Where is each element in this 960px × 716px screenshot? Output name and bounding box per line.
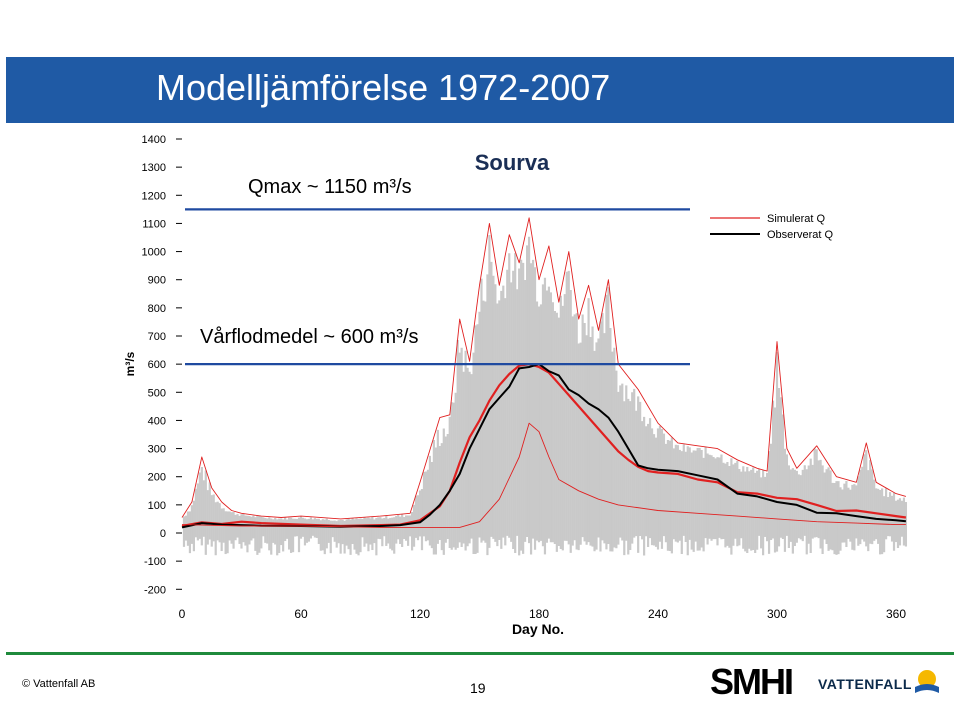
smhi-logo: SMHI	[710, 661, 794, 702]
legend: Simulerat Q Observerat Q	[710, 213, 833, 241]
y-tick-label: 800	[148, 303, 166, 315]
title-bar: Modelljämförelse 1972-2007	[6, 57, 954, 123]
y-tick-label: -200	[144, 584, 166, 596]
x-axis-label: Day No.	[512, 621, 564, 637]
y-axis-label: m³/s	[123, 351, 137, 376]
x-tick-label: 60	[294, 607, 308, 621]
vattenfall-sun-icon	[915, 670, 939, 693]
vattenfall-logo: VATTENFALL	[818, 676, 912, 692]
x-tick-label: 360	[886, 607, 906, 621]
page-number: 19	[470, 680, 486, 696]
reference-line-label: Vårflodmedel ~ 600 m³/s	[200, 326, 418, 348]
y-tick-label: 100	[148, 500, 166, 512]
x-tick-label: 240	[648, 607, 668, 621]
series-lines	[181, 217, 907, 529]
y-tick-label: 600	[148, 359, 166, 371]
legend-label-observed: Observerat Q	[767, 229, 833, 241]
y-tick-label: 500	[148, 387, 166, 399]
y-tick-label: 1200	[142, 190, 166, 202]
y-tick-label: -100	[144, 556, 166, 568]
slide-title: Modelljämförelse 1972-2007	[156, 67, 611, 108]
x-tick-label: 0	[179, 607, 186, 621]
y-tick-label: 200	[148, 472, 166, 484]
y-tick-label: 1100	[142, 218, 166, 230]
reference-lines: Qmax ~ 1150 m³/s Vårflodmedel ~ 600 m³/s	[185, 176, 690, 366]
y-tick-label: 300	[148, 444, 166, 456]
y-tick-label: 700	[148, 331, 166, 343]
reference-line-label: Qmax ~ 1150 m³/s	[248, 176, 412, 198]
chart-title: Sourva	[475, 150, 550, 175]
x-tick-label: 180	[529, 607, 549, 621]
y-tick-label: 900	[148, 275, 166, 287]
footer-divider	[6, 652, 954, 655]
y-tick-label: 1000	[142, 247, 166, 259]
y-tick-label: 0	[160, 528, 166, 540]
x-tick-label: 300	[767, 607, 787, 621]
series-upper-simulated	[181, 217, 907, 520]
observed-range-band	[182, 234, 908, 556]
x-tick-label: 120	[410, 607, 430, 621]
legend-label-simulated: Simulerat Q	[767, 213, 826, 225]
series-lower-simulated	[181, 422, 906, 528]
axes	[176, 138, 182, 590]
tick-labels: -200-10001002003004005006007008009001000…	[142, 134, 907, 621]
y-tick-label: 1400	[142, 134, 166, 146]
y-tick-label: 400	[148, 415, 166, 427]
y-tick-label: 1300	[142, 162, 166, 174]
copyright-text: © Vattenfall AB	[22, 678, 96, 690]
series-mean-observed	[181, 363, 906, 529]
